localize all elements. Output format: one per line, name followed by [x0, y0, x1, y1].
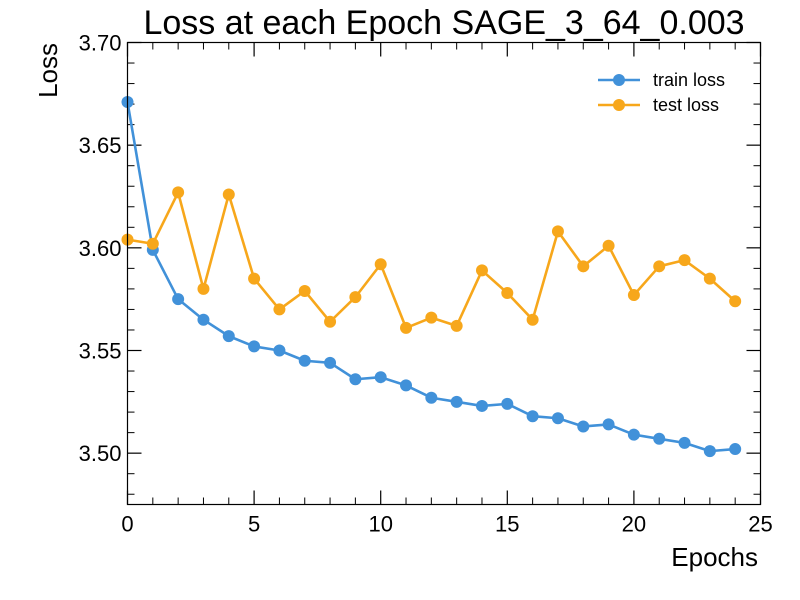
data-point: [425, 391, 438, 404]
x-axis-label: Epochs: [671, 542, 758, 572]
data-point: [526, 313, 539, 326]
x-tick-label: 0: [121, 512, 133, 537]
data-point: [248, 272, 261, 285]
data-point: [703, 272, 716, 285]
data-point: [349, 291, 362, 304]
data-point: [374, 258, 387, 271]
data-point: [298, 354, 311, 367]
data-point: [551, 225, 564, 238]
data-point: [729, 295, 742, 308]
series-train-loss: [121, 96, 742, 458]
data-point: [678, 436, 691, 449]
data-point: [475, 399, 488, 412]
series-test-loss: [121, 186, 742, 334]
data-point: [450, 395, 463, 408]
plot-series: [121, 96, 742, 458]
y-tick-label: 3.55: [79, 339, 122, 364]
x-tick-label: 15: [495, 512, 519, 537]
y-tick-label: 3.50: [79, 441, 122, 466]
data-point: [197, 313, 210, 326]
data-point: [222, 330, 235, 343]
data-point: [273, 303, 286, 316]
data-point: [475, 264, 488, 277]
data-point: [400, 321, 413, 334]
y-tick-label: 3.60: [79, 236, 122, 261]
legend-label: train loss: [653, 70, 725, 90]
y-tick-label: 3.70: [79, 31, 122, 56]
data-point: [374, 371, 387, 384]
chart-title: Loss at each Epoch SAGE_3_64_0.003: [143, 4, 744, 42]
data-point: [248, 340, 261, 353]
series-line: [127, 191, 737, 330]
legend-label: test loss: [653, 95, 719, 115]
x-tick-label: 10: [368, 512, 392, 537]
legend-swatch-marker: [613, 99, 625, 111]
data-point: [703, 445, 716, 458]
x-tick-label: 20: [622, 512, 646, 537]
data-point: [172, 186, 185, 199]
data-point: [602, 239, 615, 252]
data-point: [526, 410, 539, 423]
data-point: [551, 412, 564, 425]
data-point: [273, 344, 286, 357]
data-point: [450, 319, 463, 332]
legend: train loss test loss: [598, 70, 725, 115]
data-point: [501, 287, 514, 300]
data-point: [324, 315, 337, 328]
data-point: [324, 356, 337, 369]
data-point: [627, 289, 640, 302]
data-point: [425, 311, 438, 324]
data-point: [501, 397, 514, 410]
data-point: [298, 284, 311, 297]
data-point: [222, 188, 235, 201]
x-tick-label: 25: [748, 512, 772, 537]
x-tick-label: 5: [248, 512, 260, 537]
data-point: [627, 428, 640, 441]
data-point: [653, 432, 666, 445]
data-point: [678, 254, 691, 267]
data-point: [577, 420, 590, 433]
legend-swatch-marker: [613, 74, 625, 86]
data-point: [197, 282, 210, 295]
data-point: [577, 260, 590, 273]
plot-frame: [126, 41, 762, 506]
y-tick-label: 3.65: [79, 133, 122, 158]
data-point: [349, 373, 362, 386]
data-point: [602, 418, 615, 431]
data-point: [172, 293, 185, 306]
data-point: [729, 443, 742, 456]
data-point: [653, 260, 666, 273]
data-point: [146, 237, 159, 250]
y-axis-label: Loss: [33, 43, 63, 98]
data-point: [400, 379, 413, 392]
